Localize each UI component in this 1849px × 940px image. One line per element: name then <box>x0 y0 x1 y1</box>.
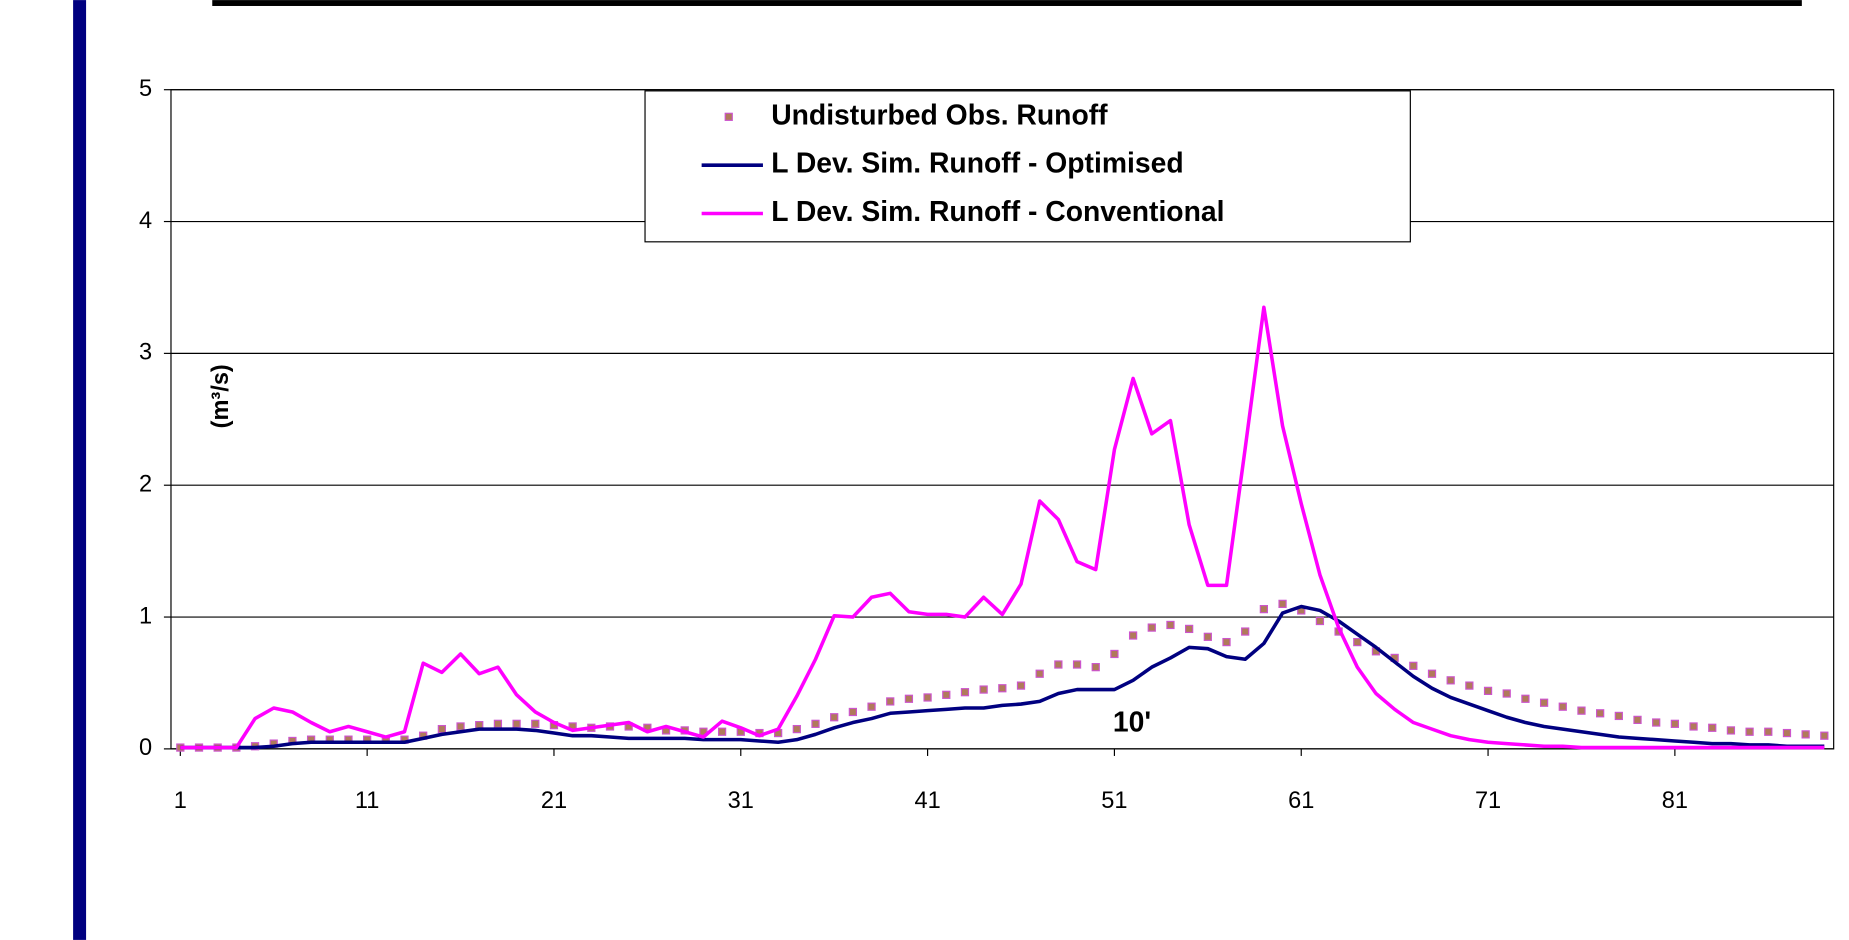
marker <box>1596 709 1605 718</box>
x-tick-label: 51 <box>1101 787 1127 813</box>
marker <box>1091 663 1100 672</box>
marker <box>1614 711 1623 721</box>
legend-label: L Dev. Sim. Runoff - Conventional <box>771 195 1224 227</box>
series-line <box>180 305 1825 750</box>
legend-label: Undisturbed Obs. Runoff <box>771 98 1108 130</box>
plot-area <box>163 89 1835 756</box>
marker <box>1558 702 1567 711</box>
marker <box>1166 620 1175 630</box>
marker <box>1652 718 1661 727</box>
marker <box>1801 730 1810 739</box>
marker <box>867 702 876 711</box>
marker <box>456 722 465 731</box>
marker <box>1539 698 1549 707</box>
marker <box>1128 631 1138 640</box>
marker <box>1222 637 1231 647</box>
marker <box>1670 719 1680 728</box>
marker <box>1782 728 1792 738</box>
marker <box>979 685 988 694</box>
marker <box>1745 727 1754 736</box>
marker <box>923 693 932 702</box>
marker <box>886 697 895 706</box>
annotation: 10' <box>1113 706 1151 738</box>
marker <box>1465 681 1474 690</box>
marker <box>1185 624 1194 634</box>
x-tick-label: 61 <box>1288 787 1314 813</box>
side-bar <box>73 0 87 940</box>
marker <box>1203 632 1212 641</box>
x-tick-label: 41 <box>914 787 940 813</box>
marker <box>437 724 446 734</box>
marker <box>1035 669 1044 678</box>
marker <box>830 713 839 722</box>
marker <box>531 719 540 728</box>
marker <box>1241 627 1250 636</box>
marker <box>1820 731 1829 740</box>
marker <box>960 688 970 697</box>
marker <box>1502 689 1511 698</box>
marker <box>1259 605 1269 614</box>
y-tick-label: 0 <box>139 734 152 760</box>
marker <box>1427 669 1437 678</box>
marker <box>998 684 1007 693</box>
y-tick-label: 5 <box>139 75 152 101</box>
y-tick-label: 3 <box>139 339 152 365</box>
y-axis-label: (m³/s) <box>207 364 233 428</box>
marker <box>493 719 503 728</box>
marker <box>1110 649 1119 659</box>
marker <box>848 707 858 717</box>
marker <box>942 690 951 699</box>
marker <box>717 727 727 736</box>
marker <box>1689 722 1698 731</box>
series-line <box>180 604 1825 750</box>
marker <box>1633 715 1642 725</box>
legend-label: L Dev. Sim. Runoff - Optimised <box>771 147 1183 179</box>
x-tick-label: 1 <box>174 787 187 813</box>
x-tick-label: 11 <box>355 787 379 813</box>
marker <box>1315 616 1325 626</box>
marker <box>1016 681 1026 690</box>
marker <box>811 719 820 728</box>
y-tick-label: 2 <box>139 470 152 496</box>
marker <box>1446 676 1455 685</box>
marker <box>1353 637 1362 647</box>
marker <box>512 719 521 728</box>
marker <box>1483 686 1493 696</box>
marker <box>1409 661 1418 670</box>
marker <box>1764 727 1773 736</box>
marker <box>1521 694 1530 703</box>
x-tick-label: 31 <box>728 787 754 813</box>
marker <box>904 694 914 703</box>
marker <box>792 724 801 734</box>
y-tick-label: 4 <box>139 207 152 233</box>
marker <box>1054 660 1063 669</box>
x-tick-label: 71 <box>1475 787 1501 813</box>
x-tick-label: 21 <box>541 787 567 813</box>
legend-box <box>644 90 1411 243</box>
x-tick-label: 81 <box>1662 787 1688 813</box>
legend-marker <box>724 112 733 121</box>
marker <box>1708 723 1717 732</box>
marker <box>1577 706 1586 715</box>
marker <box>1726 726 1736 735</box>
marker <box>1147 623 1156 632</box>
marker <box>1072 660 1082 669</box>
top-rule <box>212 0 1802 6</box>
marker <box>1278 599 1287 608</box>
y-tick-label: 1 <box>139 602 152 628</box>
